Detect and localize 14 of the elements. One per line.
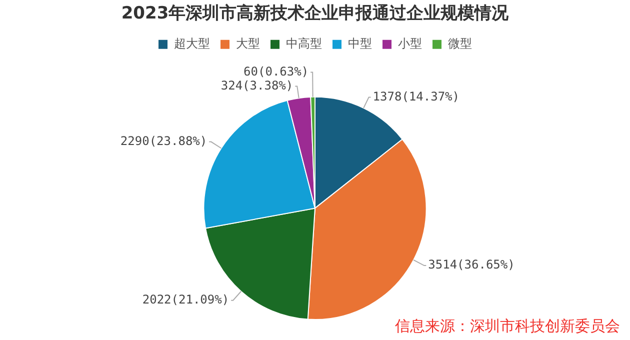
data-label: 60(0.63%) bbox=[244, 64, 309, 78]
text: 信息来源：深圳市科技创新委员会 bbox=[395, 317, 620, 336]
data-label: 2022(21.09%) bbox=[142, 292, 230, 306]
legend-label: 中高型 bbox=[286, 36, 322, 51]
legend-label: 微型 bbox=[448, 36, 472, 51]
data-label: 324(3.38%) bbox=[220, 78, 294, 92]
legend-label: 中型 bbox=[348, 36, 372, 51]
legend-label: 超大型 bbox=[174, 36, 210, 51]
data-label: 1378(14.37%) bbox=[372, 89, 460, 104]
data-label: 3514(36.65%) bbox=[428, 258, 515, 272]
legend-label: 小型 bbox=[398, 36, 422, 51]
chart-title: 2023年深圳市高新技术企业申报通过企业规模情况 bbox=[121, 4, 510, 24]
legend-label: 大型 bbox=[236, 36, 260, 51]
data-label: 2290(23.88%) bbox=[120, 134, 208, 148]
